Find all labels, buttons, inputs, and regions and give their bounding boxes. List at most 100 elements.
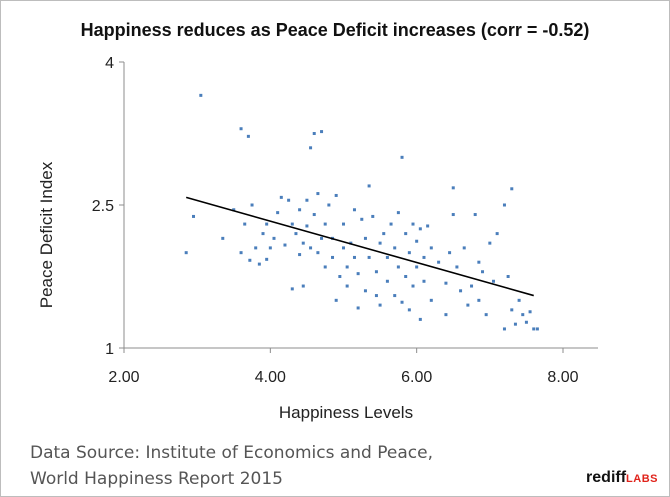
data-point: [415, 239, 419, 243]
data-point: [477, 298, 481, 302]
data-point: [495, 232, 499, 236]
data-point: [484, 313, 488, 317]
trendline: [185, 196, 534, 297]
data-point: [429, 298, 433, 302]
data-point: [363, 236, 367, 240]
data-point: [250, 203, 254, 207]
data-point: [298, 208, 302, 212]
x-tick-label: 4.00: [255, 369, 286, 386]
data-point: [316, 192, 320, 196]
x-axis-label: Happiness Levels: [279, 403, 413, 422]
data-point: [521, 313, 525, 317]
data-point: [248, 258, 252, 262]
y-tick-label: 2.5: [92, 198, 114, 215]
data-source: Data Source: Institute of Economics and …: [30, 440, 433, 492]
data-point: [378, 303, 382, 307]
data-point: [320, 130, 324, 134]
data-point: [265, 257, 269, 261]
data-point: [268, 246, 272, 250]
data-point: [301, 284, 305, 288]
data-point: [360, 217, 364, 221]
data-point: [309, 146, 313, 150]
data-point: [232, 208, 236, 212]
data-point: [374, 270, 378, 274]
chart-title: Happiness reduces as Peace Deficit incre…: [80, 20, 590, 40]
data-point: [466, 303, 470, 307]
data-point: [459, 289, 463, 293]
data-point: [316, 251, 320, 255]
data-point: [312, 132, 316, 135]
data-point: [312, 213, 316, 217]
data-point: [451, 186, 455, 190]
data-point: [254, 246, 258, 250]
data-point: [298, 253, 302, 257]
data-point: [352, 255, 356, 259]
data-point: [470, 284, 474, 288]
data-point: [246, 134, 250, 138]
data-point: [418, 227, 422, 231]
data-point: [331, 255, 335, 259]
data-point: [502, 203, 506, 207]
data-point: [290, 222, 294, 226]
data-point: [309, 246, 313, 250]
data-point: [327, 203, 331, 207]
data-point: [374, 294, 378, 298]
data-point: [345, 284, 349, 288]
data-point: [294, 232, 298, 236]
data-point: [455, 265, 459, 269]
data-point: [418, 317, 422, 321]
data-point: [261, 232, 265, 236]
data-point: [488, 241, 492, 245]
data-point: [411, 222, 415, 226]
data-point: [404, 232, 408, 236]
y-tick-label: 1: [105, 341, 114, 358]
data-point: [491, 279, 495, 283]
data-point: [239, 251, 243, 255]
data-point: [510, 308, 514, 312]
data-point: [444, 281, 448, 285]
data-point: [404, 275, 408, 278]
data-point: [239, 127, 243, 131]
data-point: [363, 289, 367, 293]
data-point: [400, 300, 404, 304]
data-point: [221, 236, 225, 240]
data-point: [502, 327, 506, 331]
data-point: [305, 224, 309, 228]
brand-sub: LABS: [626, 473, 658, 485]
data-point: [279, 195, 283, 199]
data-point: [305, 198, 309, 202]
data-point: [323, 265, 327, 269]
data-point: [532, 327, 536, 331]
data-point: [345, 265, 349, 269]
y-tick-label: 4: [105, 55, 114, 72]
data-point: [287, 198, 291, 202]
data-point: [192, 214, 196, 218]
trendline-group: [185, 196, 534, 297]
data-point: [513, 322, 517, 326]
data-point: [396, 265, 400, 269]
data-point: [477, 260, 481, 264]
data-point: [352, 208, 356, 212]
data-point: [422, 255, 426, 259]
data-point: [243, 222, 247, 226]
data-point: [320, 236, 324, 240]
data-point: [517, 298, 521, 302]
x-tick-label: 2.00: [108, 369, 139, 386]
data-point: [184, 251, 188, 255]
x-tick-label: 8.00: [547, 369, 578, 386]
data-point: [396, 211, 400, 215]
data-point: [371, 214, 375, 218]
data-point: [338, 275, 342, 278]
data-point: [524, 320, 528, 324]
data-point: [407, 308, 411, 312]
data-point: [367, 184, 371, 188]
axes: 1 2.5 4 2.00 4.00 6.00 8.00: [92, 55, 598, 386]
data-point: [257, 262, 261, 266]
data-point: [481, 270, 485, 274]
data-point: [462, 246, 466, 250]
data-point: [334, 193, 338, 197]
data-point: [323, 222, 327, 226]
data-point: [535, 327, 539, 331]
data-point: [407, 251, 411, 255]
